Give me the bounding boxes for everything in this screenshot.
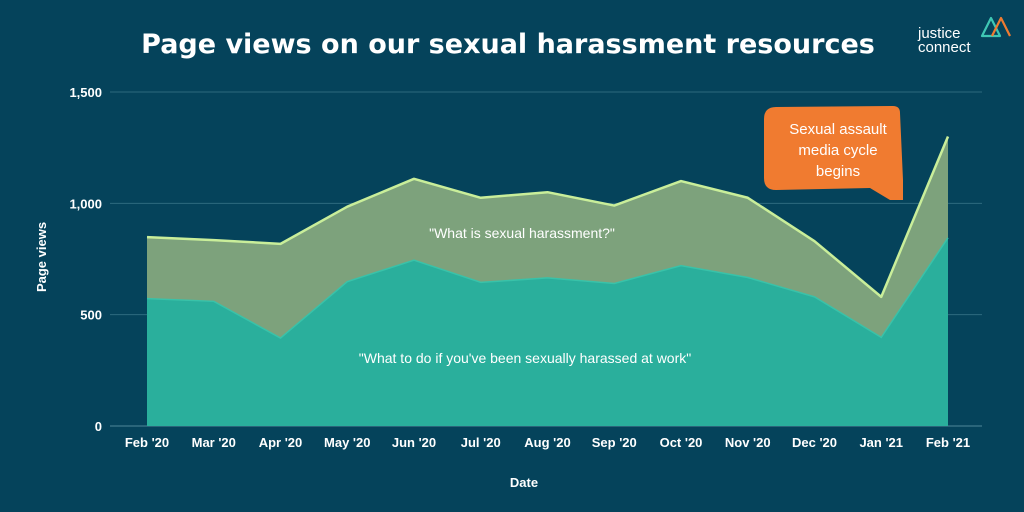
logo-text-justice: justice xyxy=(917,25,961,42)
callout-text-line-1: Sexual assault xyxy=(789,121,887,138)
y-tick-label: 1,500 xyxy=(69,85,102,100)
chart-title: Page views on our sexual harassment reso… xyxy=(141,29,875,60)
x-tick-label: Aug '20 xyxy=(524,435,570,450)
x-axis-ticks: Feb '20 Mar '20 Apr '20 May '20 Jun '20 Jul '… xyxy=(125,435,970,450)
y-tick-label: 500 xyxy=(80,308,102,323)
series-label-what-to-do-if-harassed: "What to do if you've been sexually hara… xyxy=(359,350,691,366)
x-tick-label: Sep '20 xyxy=(592,435,637,450)
annotation-callout: Sexual assault media cycle begins xyxy=(764,106,903,200)
line-what-is-sexual-harassment xyxy=(146,136,950,299)
area-what-is-sexual-harassment xyxy=(147,136,948,339)
x-tick-label: Jul '20 xyxy=(461,435,501,450)
x-tick-label: Oct '20 xyxy=(660,435,703,450)
x-tick-label: Jun '20 xyxy=(392,435,436,450)
x-tick-label: Feb '20 xyxy=(125,435,169,450)
x-tick-label: May '20 xyxy=(324,435,370,450)
y-tick-label: 1,000 xyxy=(69,196,102,211)
x-tick-label: Dec '20 xyxy=(792,435,837,450)
logo-text-connect: connect xyxy=(918,39,971,56)
x-axis-label: Date xyxy=(510,475,538,490)
x-tick-label: Jan '21 xyxy=(859,435,903,450)
callout-bubble xyxy=(764,106,903,200)
justice-connect-logo: justice connect xyxy=(917,16,1011,56)
area-what-to-do-if-harassed xyxy=(147,237,948,426)
y-tick-label: 0 xyxy=(95,419,102,434)
y-axis-label: Page views xyxy=(34,222,49,292)
line-what-to-do-if-harassed xyxy=(146,237,949,339)
x-tick-label: Mar '20 xyxy=(192,435,236,450)
logo-mark-orange-triangle xyxy=(991,16,1011,37)
x-tick-label: Nov '20 xyxy=(725,435,771,450)
x-tick-label: Feb '21 xyxy=(926,435,970,450)
series-label-what-is-sexual-harassment: "What is sexual harassment?" xyxy=(429,225,615,241)
x-tick-label: Apr '20 xyxy=(259,435,303,450)
y-axis-ticks: 0 500 1,000 1,500 xyxy=(69,85,102,434)
plot-areas xyxy=(146,136,950,426)
callout-text-line-2: media cycle xyxy=(798,142,877,159)
callout-text-line-3: begins xyxy=(816,163,860,180)
